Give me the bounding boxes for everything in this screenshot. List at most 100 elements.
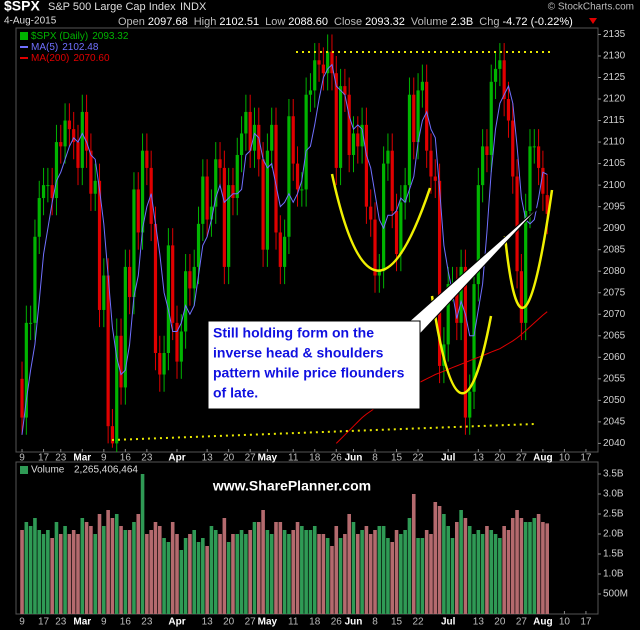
note-text: inverse head & shoulders [213,345,384,361]
quote-bar: Open 2097.68 High 2102.51 Low 2088.60 Close 209… [118,16,573,28]
ma-line [21,63,548,435]
volume-bar [476,530,481,614]
volume-bar [261,510,265,614]
volume-bar [394,530,399,614]
y-tick-label: 2130 [603,51,626,62]
volume-bar [321,534,326,614]
candle-body [274,124,278,233]
candle-body [459,266,463,323]
x-tick-label: 26 [331,453,343,464]
volume-bar [205,546,209,614]
volume-bar [493,534,498,614]
candle-body [89,150,93,194]
volume-bar [166,542,171,614]
index-name: S&P 500 Large Cap Index [48,1,176,13]
volume-bar [218,534,222,614]
quote-item: Close 2093.32 [334,16,405,28]
x-tick-label: Aug [533,453,552,464]
x-tick-label: 13 [202,617,214,628]
candle-body [437,180,442,366]
candle-body [399,202,403,254]
volume-bar [248,530,252,614]
volume-bar [28,526,33,614]
volume-bar [196,542,201,614]
candle-body [493,68,498,82]
legend-entry: MA(5) 2102.48 [31,42,99,53]
volume-bar [433,502,438,614]
candle-body [59,142,63,147]
candle-body [136,189,140,233]
candle-body [304,94,308,190]
quote-label: Chg [479,16,500,28]
candle-body [248,111,252,151]
candle-body [184,271,188,332]
candle-body [145,150,149,168]
candle-body [179,331,183,362]
volume-bar [502,526,506,614]
volume-bar [192,530,197,614]
x-tick-label: 13 [473,617,485,628]
volume-bar [201,538,205,614]
volume-bar [235,534,240,614]
quote-item: Low 2088.60 [265,16,328,28]
candle-body [84,111,89,151]
copyright: © StockCharts.com [548,2,634,13]
quote-label: High [193,16,217,28]
candle-body [201,176,205,224]
x-tick-label: May [258,453,278,464]
candle-body [162,352,166,375]
volume-bar [545,523,550,614]
left-shoulder [330,173,432,272]
candle-body [502,60,506,100]
y-tick-label: 2115 [603,115,625,126]
candle-body [192,266,196,289]
candle-body [231,185,235,199]
candle-body [532,146,536,148]
candle-body [222,167,226,267]
volume-bar [308,530,313,614]
candle-body [403,185,407,203]
exchange: INDX [180,1,207,13]
volume-bar [506,530,511,614]
y-tick-label: 500M [603,589,628,600]
volume-bar [183,538,188,614]
volume-bar [541,522,545,614]
volume-bar [226,542,231,614]
candle-body [41,185,46,199]
candle-body [338,86,343,168]
volume-bar [416,538,420,614]
y-tick-label: 2095 [603,201,626,212]
x-tick-label: 8 [372,617,378,628]
candle-body [528,146,532,211]
quote-value: 2088.60 [288,16,329,28]
volume-bar [472,534,476,614]
candle-body [115,335,119,444]
candle-body [468,391,472,418]
candle-body [369,206,373,220]
x-tick-label: Mar [73,453,91,464]
volume-bar [463,518,468,614]
volume-bar [209,526,214,614]
quote-value: 2093.32 [365,16,405,28]
volume-bar [136,514,141,614]
candle-body [313,60,317,91]
candle-body [209,206,214,220]
x-tick-label: Mar [73,617,91,628]
note-text: of late. [213,385,258,401]
volume-bar [127,530,132,614]
candle-body [416,90,420,143]
volume-bar [446,526,450,614]
candle-body [244,111,248,134]
legend-label: 2070.60 [73,53,110,64]
candle-body [351,133,356,155]
candle-body [291,116,295,164]
y-tick-label: 2110 [603,137,625,148]
y-tick-label: 2100 [603,180,626,191]
volume-bar [519,518,524,614]
candle-body [93,180,97,194]
candle-body [326,51,330,74]
x-tick-label: 20 [223,617,235,628]
x-tick-label: 17 [580,453,592,464]
candle-body [24,322,28,418]
quote-value: -4.72 (-0.22%) [502,16,573,28]
